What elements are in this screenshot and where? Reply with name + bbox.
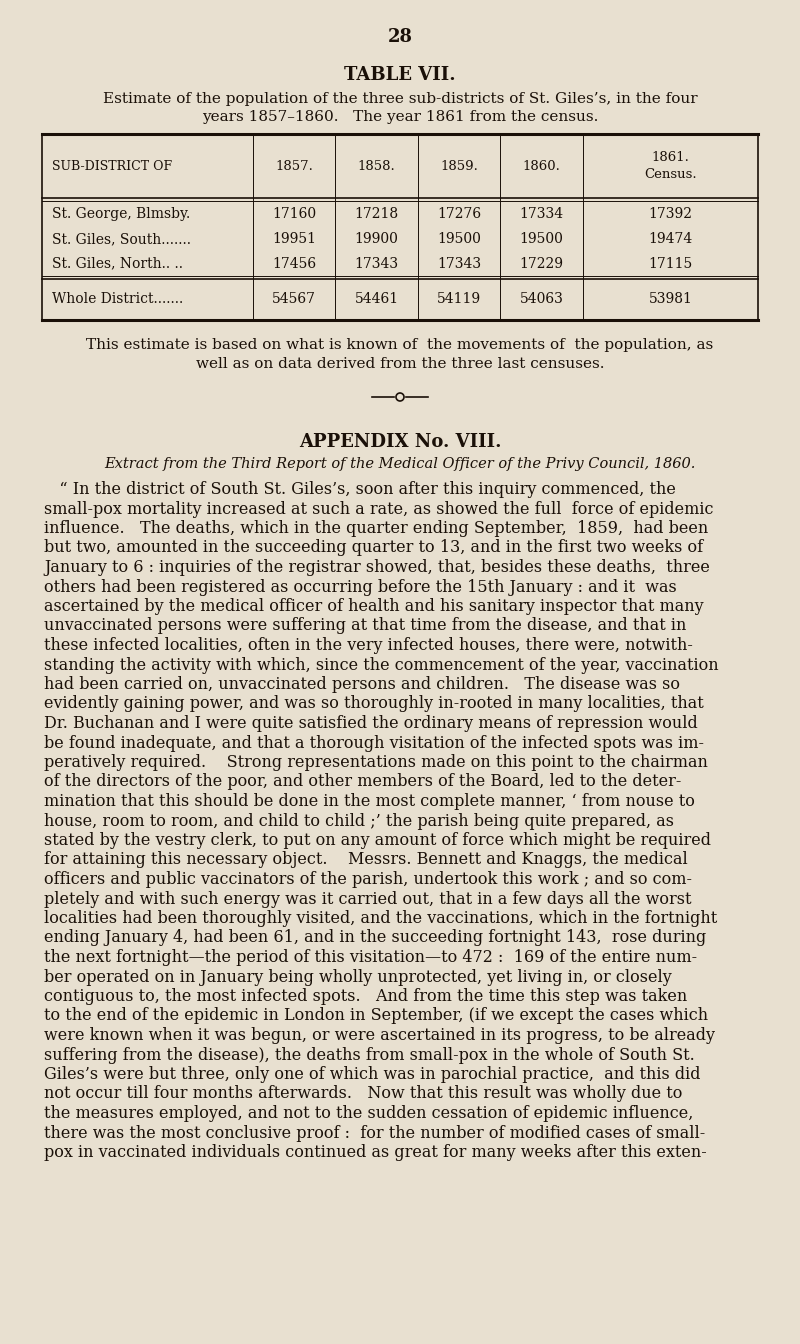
Text: well as on data derived from the three last censuses.: well as on data derived from the three l… [196,358,604,371]
Text: 19500: 19500 [520,233,563,246]
Text: 1860.: 1860. [522,160,561,172]
Text: 19900: 19900 [354,233,398,246]
Text: but two, amounted in the succeeding quarter to 13, and in the first two weeks of: but two, amounted in the succeeding quar… [44,539,703,556]
Text: Whole District.......: Whole District....... [51,292,183,306]
Text: be found inadequate, and that a thorough visitation of the infected spots was im: be found inadequate, and that a thorough… [44,735,704,751]
Text: localities had been thoroughly visited, and the vaccinations, which in the fortn: localities had been thoroughly visited, … [44,910,718,927]
Text: 17392: 17392 [649,207,693,222]
Text: 28: 28 [387,28,413,46]
Text: 17334: 17334 [519,207,564,222]
Text: This estimate is based on what is known of  the movements of  the population, as: This estimate is based on what is known … [86,337,714,352]
Text: the measures employed, and not to the sudden cessation of epidemic influence,: the measures employed, and not to the su… [44,1105,694,1122]
Text: house, room to room, and child to child ;’ the parish being quite prepared, as: house, room to room, and child to child … [44,813,674,829]
Text: pletely and with such energy was it carried out, that in a few days all the wors: pletely and with such energy was it carr… [44,891,691,907]
Text: for attaining this necessary object.    Messrs. Bennett and Knaggs, the medical: for attaining this necessary object. Mes… [44,852,688,868]
Text: 19474: 19474 [649,233,693,246]
Text: Giles’s were but three, only one of which was in parochial practice,  and this d: Giles’s were but three, only one of whic… [44,1066,701,1083]
Text: not occur till four months afterwards.   Now that this result was wholly due to: not occur till four months afterwards. N… [44,1086,682,1102]
Text: 19500: 19500 [437,233,481,246]
Text: to the end of the epidemic in London in September, (if we except the cases which: to the end of the epidemic in London in … [44,1008,708,1024]
Text: Dr. Buchanan and I were quite satisfied the ordinary means of repression would: Dr. Buchanan and I were quite satisfied … [44,715,698,732]
Text: 54063: 54063 [520,292,563,306]
Text: 17456: 17456 [272,257,316,270]
Text: St. Giles, North.. ..: St. Giles, North.. .. [51,257,182,270]
Text: APPENDIX No. VIII.: APPENDIX No. VIII. [298,433,502,452]
Text: these infected localities, often in the very infected houses, there were, notwit: these infected localities, often in the … [44,637,693,655]
Text: 17343: 17343 [354,257,398,270]
Text: of the directors of the poor, and other members of the Board, led to the deter-: of the directors of the poor, and other … [44,774,682,790]
Text: January to 6 : inquiries of the registrar showed, that, besides these deaths,  t: January to 6 : inquiries of the registra… [44,559,710,577]
Text: years 1857–1860.   The year 1861 from the census.: years 1857–1860. The year 1861 from the … [202,110,598,124]
Text: pox in vaccinated individuals continued as great for many weeks after this exten: pox in vaccinated individuals continued … [44,1144,706,1161]
Text: influence.   The deaths, which in the quarter ending September,  1859,  had been: influence. The deaths, which in the quar… [44,520,708,538]
Text: 17218: 17218 [354,207,398,222]
Text: 19951: 19951 [272,233,316,246]
Text: 54461: 54461 [354,292,398,306]
Text: there was the most conclusive proof :  for the number of modified cases of small: there was the most conclusive proof : fo… [44,1125,706,1141]
Text: 17276: 17276 [437,207,481,222]
Text: Extract from the Third Report of the Medical Officer of the Privy Council, 1860.: Extract from the Third Report of the Med… [104,457,696,470]
Text: suffering from the disease), the deaths from small-pox in the whole of South St.: suffering from the disease), the deaths … [44,1047,694,1063]
Text: 17115: 17115 [649,257,693,270]
Text: Estimate of the population of the three sub-districts of St. Giles’s, in the fou: Estimate of the population of the three … [102,91,698,106]
Text: 1861.
Census.: 1861. Census. [644,151,697,181]
Text: “ In the district of South St. Giles’s, soon after this inquiry commenced, the: “ In the district of South St. Giles’s, … [44,481,676,499]
Text: officers and public vaccinators of the parish, undertook this work ; and so com-: officers and public vaccinators of the p… [44,871,692,888]
Text: St. Giles, South.......: St. Giles, South....... [51,233,190,246]
Text: SUB-DISTRICT OF: SUB-DISTRICT OF [51,160,172,172]
Text: 53981: 53981 [649,292,693,306]
Text: others had been registered as occurring before the 15th January : and it  was: others had been registered as occurring … [44,578,677,595]
Text: ascertained by the medical officer of health and his sanitary inspector that man: ascertained by the medical officer of he… [44,598,704,616]
Text: 1857.: 1857. [275,160,314,172]
Text: were known when it was begun, or were ascertained in its progress, to be already: were known when it was begun, or were as… [44,1027,715,1044]
Text: evidently gaining power, and was so thoroughly in-rooted in many localities, tha: evidently gaining power, and was so thor… [44,695,704,712]
Text: 1859.: 1859. [440,160,478,172]
Text: 17343: 17343 [437,257,481,270]
Text: 54119: 54119 [437,292,481,306]
Text: standing the activity with which, since the commencement of the year, vaccinatio: standing the activity with which, since … [44,656,718,673]
Text: small-pox mortality increased at such a rate, as showed the full  force of epide: small-pox mortality increased at such a … [44,500,714,517]
Text: had been carried on, unvaccinated persons and children.   The disease was so: had been carried on, unvaccinated person… [44,676,680,694]
Text: ending January 4, had been 61, and in the succeeding fortnight 143,  rose during: ending January 4, had been 61, and in th… [44,930,706,946]
Text: ber operated on in January being wholly unprotected, yet living in, or closely: ber operated on in January being wholly … [44,969,672,985]
Text: 54567: 54567 [272,292,316,306]
Text: stated by the vestry clerk, to put on any amount of force which might be require: stated by the vestry clerk, to put on an… [44,832,711,849]
Text: mination that this should be done in the most complete manner, ‘ from nouse to: mination that this should be done in the… [44,793,695,810]
Text: TABLE VII.: TABLE VII. [344,66,456,83]
Text: the next fortnight—the period of this visitation—to 472 :  169 of the entire num: the next fortnight—the period of this vi… [44,949,697,966]
Text: contiguous to, the most infected spots.   And from the time this step was taken: contiguous to, the most infected spots. … [44,988,687,1005]
Text: 1858.: 1858. [358,160,395,172]
Text: St. George, Blmsby.: St. George, Blmsby. [51,207,190,222]
Text: unvaccinated persons were suffering at that time from the disease, and that in: unvaccinated persons were suffering at t… [44,617,686,634]
Text: peratively required.    Strong representations made on this point to the chairma: peratively required. Strong representati… [44,754,708,771]
Text: 17229: 17229 [519,257,563,270]
Text: 17160: 17160 [272,207,316,222]
